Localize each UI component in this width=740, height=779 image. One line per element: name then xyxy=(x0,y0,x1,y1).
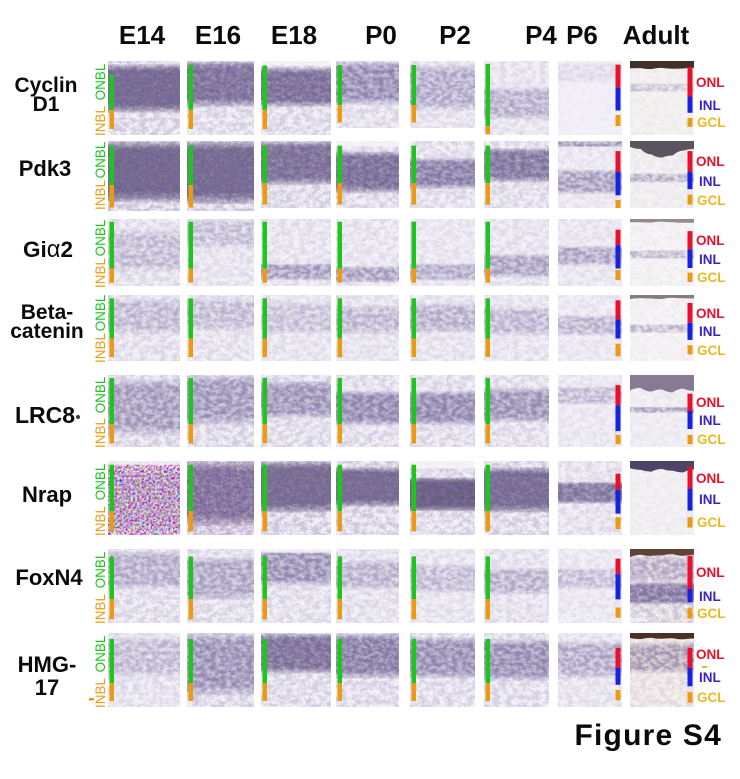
svg-text:INBL: INBL xyxy=(93,418,108,449)
svg-text:GCL: GCL xyxy=(697,606,726,621)
svg-text:INL: INL xyxy=(699,98,721,113)
svg-text:GCL: GCL xyxy=(697,432,726,447)
svg-text:INBL: INBL xyxy=(93,106,108,137)
svg-text:P0: P0 xyxy=(365,20,397,50)
svg-text:ONBL: ONBL xyxy=(93,376,108,413)
svg-text:ONL: ONL xyxy=(696,154,725,169)
svg-text:GCL: GCL xyxy=(697,515,726,530)
svg-text:D1: D1 xyxy=(33,93,60,116)
svg-text:ONL: ONL xyxy=(696,233,725,248)
svg-text:INBL: INBL xyxy=(93,678,108,709)
svg-text:INL: INL xyxy=(699,670,721,685)
svg-text:E18: E18 xyxy=(271,20,317,50)
svg-text:ONBL: ONBL xyxy=(93,551,108,588)
svg-text:Figure S4: Figure S4 xyxy=(575,719,723,752)
svg-text:FoxN4: FoxN4 xyxy=(15,565,83,590)
svg-text:P2: P2 xyxy=(439,20,471,50)
svg-text:ONBL: ONBL xyxy=(93,63,108,100)
svg-text:ONBL: ONBL xyxy=(93,294,108,331)
svg-text:INL: INL xyxy=(699,492,721,507)
svg-text:Adult: Adult xyxy=(623,20,690,50)
svg-text:HMG-: HMG- xyxy=(18,652,77,677)
svg-text:E16: E16 xyxy=(195,20,241,50)
svg-text:catenin: catenin xyxy=(10,320,84,343)
svg-text:ONL: ONL xyxy=(696,471,725,486)
svg-text:ONL: ONL xyxy=(696,75,725,90)
svg-text:ONL: ONL xyxy=(696,565,725,580)
svg-text:GCL: GCL xyxy=(697,690,726,705)
svg-text:ONBL: ONBL xyxy=(93,219,108,256)
svg-text:INBL: INBL xyxy=(93,180,108,211)
svg-text:INL: INL xyxy=(699,589,721,604)
svg-text:INL: INL xyxy=(699,413,721,428)
svg-text:Cyclin: Cyclin xyxy=(14,74,77,97)
svg-text:INBL: INBL xyxy=(93,594,108,625)
svg-text:Giα2: Giα2 xyxy=(23,237,73,263)
svg-text:ONBL: ONBL xyxy=(93,463,108,500)
svg-text:Pdk3: Pdk3 xyxy=(19,156,72,181)
svg-text:P6: P6 xyxy=(566,20,598,50)
svg-text:17: 17 xyxy=(35,675,59,700)
svg-text:E14: E14 xyxy=(119,20,166,50)
svg-text:ONL: ONL xyxy=(696,647,725,662)
svg-text:GCL: GCL xyxy=(697,270,726,285)
svg-text:ONBL: ONBL xyxy=(93,141,108,178)
svg-text:ONL: ONL xyxy=(696,306,725,321)
svg-text:Nrap: Nrap xyxy=(22,482,72,507)
svg-text:INBL: INBL xyxy=(93,333,108,364)
svg-text:INL: INL xyxy=(699,174,721,189)
svg-text:ONBL: ONBL xyxy=(93,635,108,672)
svg-text:INL: INL xyxy=(699,252,721,267)
svg-text:ONL: ONL xyxy=(696,395,725,410)
svg-text:INBL: INBL xyxy=(93,506,108,537)
svg-text:GCL: GCL xyxy=(697,343,726,358)
svg-text:Beta-: Beta- xyxy=(21,301,74,324)
svg-text:GCL: GCL xyxy=(697,193,726,208)
svg-text:INBL: INBL xyxy=(93,258,108,289)
svg-text:INL: INL xyxy=(699,324,721,339)
svg-text:GCL: GCL xyxy=(697,115,726,130)
svg-text:P4: P4 xyxy=(525,20,557,50)
svg-text:LRC8: LRC8 xyxy=(15,402,75,428)
